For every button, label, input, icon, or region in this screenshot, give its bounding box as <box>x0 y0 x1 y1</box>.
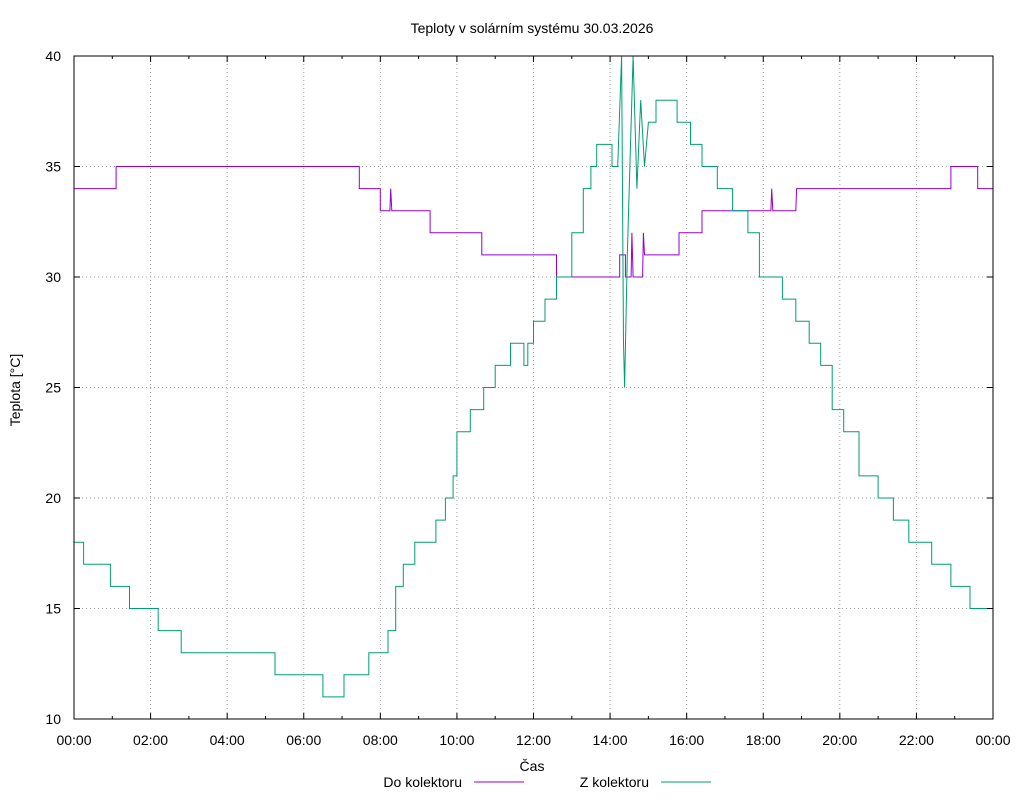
x-tick-label: 20:00 <box>822 732 857 748</box>
x-tick-label: 16:00 <box>669 732 704 748</box>
x-tick-label: 00:00 <box>975 732 1010 748</box>
axis-ticks <box>73 55 994 720</box>
y-tick-label: 15 <box>45 601 61 617</box>
y-tick-label: 40 <box>45 48 61 64</box>
legend: Do kolektoru Z kolektoru <box>383 774 711 790</box>
y-tick-label: 30 <box>45 269 61 285</box>
x-tick-label: 14:00 <box>593 732 628 748</box>
x-axis-label: Čas <box>520 758 545 774</box>
y-tick-label: 25 <box>45 380 61 396</box>
x-tick-label: 02:00 <box>133 732 168 748</box>
x-tick-label: 22:00 <box>899 732 934 748</box>
series-line-z-kolektoru <box>74 55 993 698</box>
x-tick-label: 04:00 <box>210 732 245 748</box>
x-tick-label: 00:00 <box>56 732 91 748</box>
y-axis-label: Teplota [°C] <box>7 354 23 427</box>
y-tick-label: 35 <box>45 159 61 175</box>
series-lines <box>74 55 993 698</box>
x-tick-label: 08:00 <box>363 732 398 748</box>
legend-label: Z kolektoru <box>580 774 649 790</box>
series-line-do-kolektoru <box>74 166 993 278</box>
x-tick-labels: 00:00 02:00 04:00 06:00 08:00 10:00 12:00 14:00… <box>56 732 1010 748</box>
y-tick-label: 20 <box>45 490 61 506</box>
chart-title: Teploty v solárním systému 30.03.2026 <box>411 20 654 36</box>
plot-frame <box>73 55 994 720</box>
grid-lines <box>74 56 993 719</box>
x-tick-label: 12:00 <box>516 732 551 748</box>
x-tick-label: 10:00 <box>439 732 474 748</box>
y-tick-labels: 10 15 20 25 30 35 40 <box>45 48 61 727</box>
y-tick-label: 10 <box>45 711 61 727</box>
x-tick-label: 06:00 <box>286 732 321 748</box>
legend-label: Do kolektoru <box>383 774 462 790</box>
x-tick-label: 18:00 <box>746 732 781 748</box>
